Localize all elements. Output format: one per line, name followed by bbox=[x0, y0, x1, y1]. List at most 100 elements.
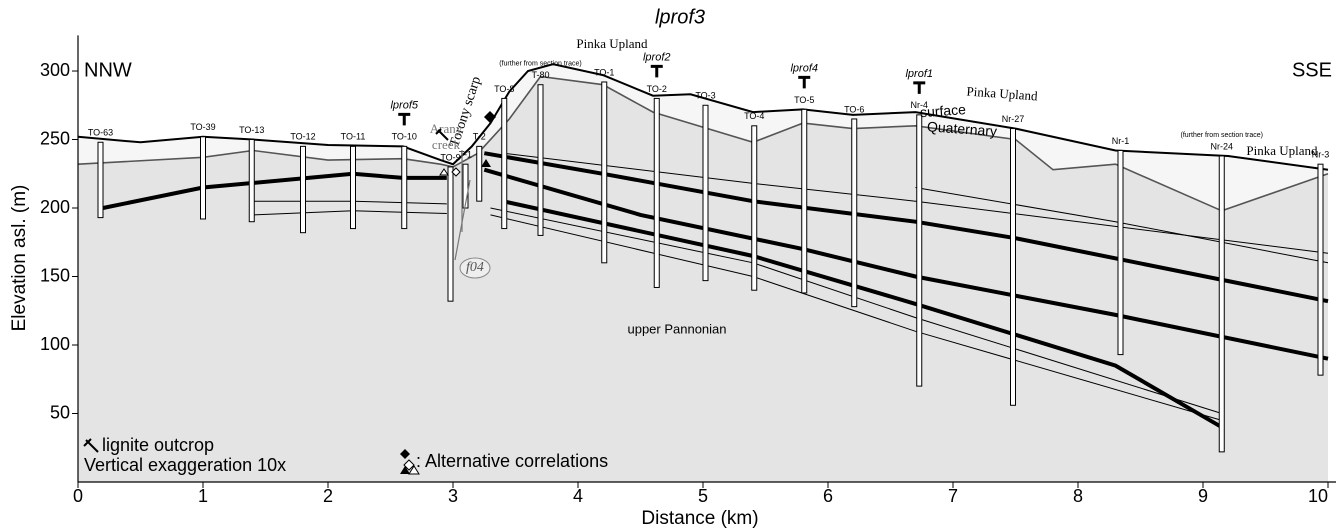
y-tick-label: 200 bbox=[40, 197, 70, 217]
y-tick-label: 300 bbox=[40, 60, 70, 80]
borehole-label: TO-4 bbox=[744, 111, 764, 121]
profile-marker bbox=[798, 75, 811, 89]
borehole bbox=[350, 145, 356, 230]
borehole-label: TO-6 bbox=[844, 104, 864, 114]
borehole-label: TO-3 bbox=[695, 91, 715, 101]
borehole-label: Nr-1 bbox=[1112, 136, 1130, 146]
borehole bbox=[751, 125, 758, 291]
annotation: NNW bbox=[84, 59, 132, 81]
annotation: f04 bbox=[466, 260, 484, 275]
profile-marker bbox=[650, 64, 663, 78]
legend-text: Vertical exaggeration 10x bbox=[84, 455, 286, 475]
legend-text: : Alternative correlations bbox=[416, 451, 608, 471]
annotation: creek bbox=[432, 137, 461, 152]
x-axis-title: Distance (km) bbox=[641, 508, 758, 529]
x-tick-label: 5 bbox=[698, 486, 708, 506]
x-tick-label: 10 bbox=[1308, 486, 1328, 506]
outcrop-symbol bbox=[435, 128, 449, 141]
x-tick-label: 6 bbox=[823, 486, 833, 506]
borehole-note: (further from section trace) bbox=[499, 61, 581, 68]
annotation: upper Pannonian bbox=[627, 321, 726, 336]
borehole-label: TO-2 bbox=[647, 84, 667, 94]
annotation: Pinka Upland bbox=[1246, 143, 1318, 158]
correlation-symbol bbox=[481, 159, 491, 167]
profile-label: lprof1 bbox=[905, 68, 933, 80]
axes: 50 100 150 200 250 300 0 1 2 3 4 5 6 7 8 9 10 bbox=[40, 35, 1336, 506]
borehole bbox=[501, 97, 508, 230]
x-tick-label: 0 bbox=[73, 486, 83, 506]
y-tick-label: 50 bbox=[50, 402, 70, 422]
legend-symbol bbox=[408, 465, 420, 475]
borehole bbox=[1218, 155, 1225, 453]
x-tick-label: 9 bbox=[1198, 486, 1208, 506]
profile-label: lprof4 bbox=[790, 62, 818, 74]
y-axis-title: Elevation asl. (m) bbox=[9, 185, 30, 332]
layer-line bbox=[502, 199, 1223, 429]
borehole-label: TO-1 bbox=[594, 67, 614, 77]
annotation: Arany bbox=[430, 121, 463, 136]
borehole-note: (further from section trace) bbox=[1181, 132, 1263, 139]
profile-label: lprof2 bbox=[643, 51, 671, 63]
borehole bbox=[537, 84, 544, 236]
borehole bbox=[447, 166, 454, 302]
legend-symbol bbox=[83, 438, 99, 453]
borehole-label: Nr-4 bbox=[911, 100, 929, 110]
annotation: surface bbox=[919, 101, 966, 120]
correlation-symbol bbox=[484, 111, 496, 123]
borehole bbox=[401, 145, 408, 230]
borehole bbox=[653, 97, 660, 288]
borehole-label: Nr-3 bbox=[1312, 150, 1330, 160]
borehole bbox=[851, 118, 858, 308]
profile-marker bbox=[398, 112, 411, 126]
borehole-label: TO-10 bbox=[392, 132, 417, 142]
borehole bbox=[1117, 149, 1124, 356]
borehole-label: T-1 bbox=[459, 150, 472, 160]
borehole bbox=[601, 81, 608, 264]
layer-line bbox=[483, 167, 1329, 361]
borehole bbox=[248, 139, 255, 223]
lines bbox=[78, 63, 1329, 429]
borehole-label: T-2 bbox=[473, 132, 486, 142]
borehole-label: TO-5 bbox=[794, 95, 814, 105]
annotation: SSE bbox=[1292, 59, 1332, 81]
x-tick-label: 7 bbox=[948, 486, 958, 506]
x-tick-label: 3 bbox=[448, 486, 458, 506]
y-tick-label: 100 bbox=[40, 334, 70, 354]
x-tick-label: 4 bbox=[573, 486, 583, 506]
annotation: Pinka Upland bbox=[576, 36, 648, 51]
series-line bbox=[78, 63, 1329, 171]
x-tick-label: 8 bbox=[1073, 486, 1083, 506]
annotation: Pinka Upland bbox=[966, 84, 1039, 104]
layer-line bbox=[915, 187, 1329, 264]
borehole-label: TO-12 bbox=[290, 132, 315, 142]
borehole-label: TO-11 bbox=[341, 132, 366, 142]
legend-symbol bbox=[403, 459, 415, 471]
profile-label: lprof5 bbox=[390, 99, 418, 111]
legend-text: lignite outcrop bbox=[102, 435, 214, 455]
borehole bbox=[702, 104, 709, 282]
legend-symbol bbox=[400, 466, 410, 474]
legend-symbol bbox=[400, 449, 410, 459]
profile-marker bbox=[913, 81, 926, 94]
borehole bbox=[916, 114, 923, 387]
correlation-symbol bbox=[439, 168, 449, 176]
borehole bbox=[300, 145, 306, 234]
y-tick-label: 250 bbox=[40, 128, 70, 148]
borehole-label: Nr-27 bbox=[1002, 114, 1025, 124]
y-tick-label: 150 bbox=[40, 265, 70, 285]
borehole-label: Nr-24 bbox=[1210, 141, 1233, 151]
annotation: Quaternary bbox=[927, 118, 998, 139]
borehole-label: TO-63 bbox=[88, 128, 113, 138]
borehole bbox=[200, 136, 206, 220]
correlation-symbol bbox=[451, 167, 461, 177]
x-tick-label: 1 bbox=[198, 486, 208, 506]
borehole bbox=[801, 108, 808, 294]
x-tick-label: 2 bbox=[323, 486, 333, 506]
borehole-label: TO-9 bbox=[440, 152, 460, 162]
borehole bbox=[476, 145, 483, 202]
borehole-label: TO-13 bbox=[239, 125, 264, 135]
borehole-label: TO-8 bbox=[494, 84, 514, 94]
fault-line bbox=[454, 179, 471, 261]
